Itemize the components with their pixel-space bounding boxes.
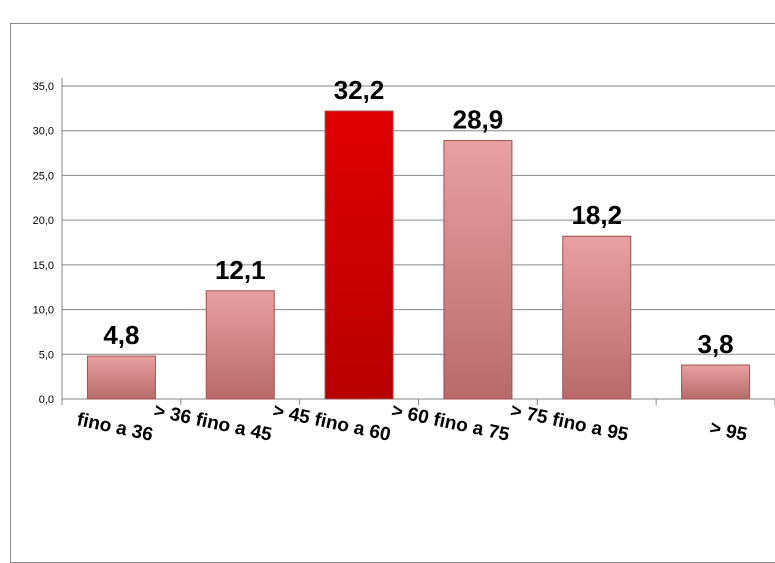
y-tick-label: 15,0 — [33, 260, 54, 272]
gridlines — [62, 85, 775, 400]
data-label: 32,2 — [334, 75, 385, 105]
y-tick-label: 30,0 — [33, 126, 54, 138]
y-tick-label: 10,0 — [33, 305, 54, 317]
data-label: 12,1 — [215, 255, 266, 285]
category-label: fino a 36 — [75, 409, 155, 446]
bar — [562, 235, 632, 400]
bar — [86, 355, 156, 400]
bar-chart: 0,0 5,0 10,0 15,0 20,0 25,0 30,0 35,0 4,8 fino a… — [33, 75, 775, 446]
y-tick-label: 20,0 — [33, 215, 54, 227]
bar — [681, 364, 751, 400]
bars — [86, 110, 751, 400]
y-tick-label: 25,0 — [33, 170, 54, 182]
axes: 0,0 5,0 10,0 15,0 20,0 25,0 30,0 35,0 — [33, 78, 775, 406]
bar — [324, 110, 394, 400]
data-label: 4,8 — [103, 320, 139, 350]
category-label: > 36 fino a 45 — [152, 400, 274, 446]
category-label: > 60 fino a 75 — [390, 400, 512, 446]
data-label: 3,8 — [698, 329, 734, 359]
bar — [443, 140, 513, 400]
data-label: 18,2 — [571, 200, 622, 230]
y-tick-label: 35,0 — [33, 81, 54, 93]
y-tick-label: 0,0 — [39, 394, 54, 406]
category-label: > 45 fino a 60 — [271, 400, 393, 445]
chart-area: 0,0 5,0 10,0 15,0 20,0 25,0 30,0 35,0 4,8 fino a… — [10, 23, 775, 563]
labels: 4,8 fino a 36 12,1 > 36 fino a 45 32,2 > 45 f… — [75, 75, 749, 446]
category-label: > 95 — [708, 418, 749, 446]
category-label: > 75 fino a 95 — [508, 400, 630, 446]
data-label: 28,9 — [453, 105, 504, 135]
y-tick-label: 5,0 — [39, 349, 54, 361]
bar — [205, 290, 275, 400]
